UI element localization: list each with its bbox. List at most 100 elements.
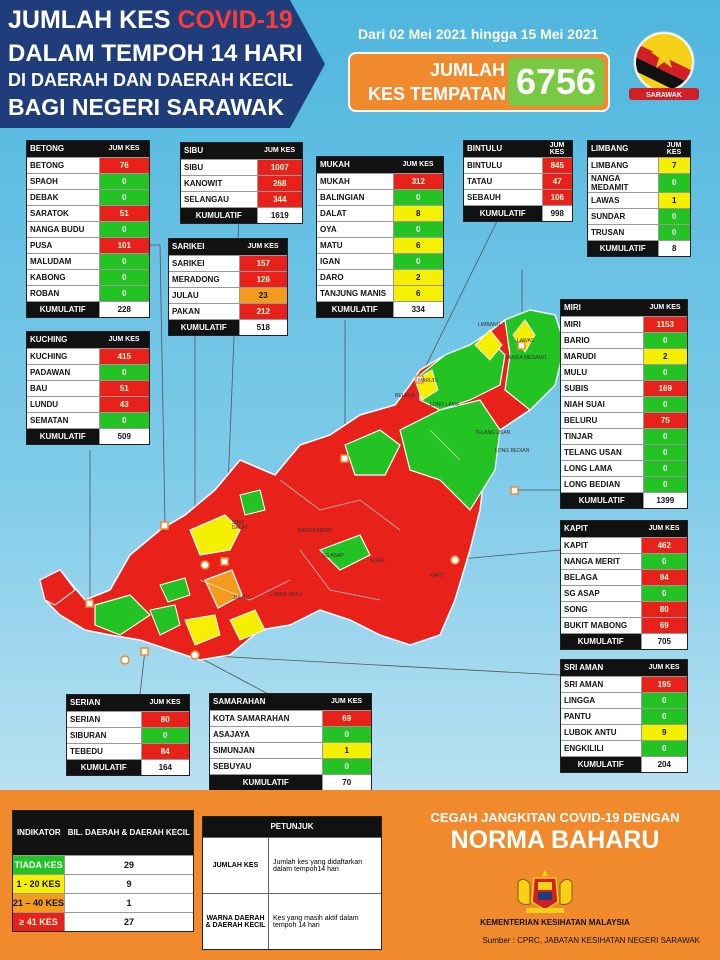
district-case-count: 415 xyxy=(98,347,149,364)
district-row: MIRI 1153 xyxy=(561,315,687,332)
total-value: 509 xyxy=(98,427,149,444)
total-value: 8 xyxy=(657,239,690,256)
map-label: MARUDI xyxy=(418,378,438,384)
indicator-count: 27 xyxy=(64,911,193,931)
district-row: MALUDAM 0 xyxy=(27,252,149,269)
division-total-row: KUMULATIF 70 xyxy=(210,773,371,790)
district-case-count: 0 xyxy=(657,223,690,240)
division-table-samarahan: SAMARAHAN JUM KES KOTA SAMARAHAN 69 ASAJAYA 0… xyxy=(209,693,372,791)
district-row: DARO 2 xyxy=(317,268,443,285)
district-case-count: 157 xyxy=(238,254,287,271)
district-name: MIRI xyxy=(561,315,643,332)
district-row: MUKAH 312 xyxy=(317,172,443,189)
district-case-count: 7 xyxy=(657,156,690,173)
map-mukah-coast-yellow xyxy=(189,514,241,556)
district-case-count: 6 xyxy=(392,236,443,253)
division-table-limbang: LIMBANG JUM KES LIMBANG 7 NANGA MEDAMIT 0 LAWA… xyxy=(587,140,691,257)
division-total-row: KUMULATIF 228 xyxy=(27,300,149,317)
district-case-count: 0 xyxy=(657,207,690,224)
district-case-count: 845 xyxy=(541,156,572,173)
indicator-row: TIADA KES 29 xyxy=(13,854,193,874)
district-name: OYA xyxy=(317,220,393,237)
district-row: PUSA 101 xyxy=(27,236,149,253)
footer-panel: INDIKATOR BIL. DAERAH & DAERAH KECIL TIA… xyxy=(0,790,720,960)
district-case-count: 0 xyxy=(140,726,189,743)
indicator-row: 21 – 40 KES 1 xyxy=(13,892,193,912)
district-row: SIBU 1007 xyxy=(181,158,302,175)
district-case-count: 0 xyxy=(321,757,371,774)
malaysia-coat-of-arms-icon xyxy=(517,870,573,913)
district-case-count: 2 xyxy=(392,268,443,285)
division-name: BETONG xyxy=(27,141,99,157)
total-value: 705 xyxy=(640,632,687,649)
map-label: SONG xyxy=(370,558,385,564)
district-name: TANJUNG MANIS xyxy=(317,284,393,301)
map-label: DALAT xyxy=(232,525,248,531)
district-row: TEBEDU 84 xyxy=(67,742,189,759)
district-case-count: 1153 xyxy=(642,315,687,332)
district-row: ENGKILILI 0 xyxy=(561,739,687,756)
district-name: BELAGA xyxy=(561,568,641,585)
division-table-serian: SERIAN JUM KES SERIAN 80 SIBURAN 0 TEBEDU 84 KUM… xyxy=(66,694,190,776)
district-name: MULU xyxy=(561,363,643,380)
indicator-label: 21 – 40 KES xyxy=(13,892,65,912)
district-name: TEBEDU xyxy=(67,742,141,759)
district-name: MALUDAM xyxy=(27,252,99,269)
district-name: KOTA SAMARAHAN xyxy=(210,709,322,726)
map-simunjan-yellow xyxy=(184,614,221,646)
district-row: LONG LAMA 0 xyxy=(561,459,687,476)
total-label1: JUMLAH xyxy=(430,60,505,80)
total-label2: KES TEMPATAN xyxy=(368,84,506,104)
district-case-count: 126 xyxy=(238,270,287,287)
district-row: SIBURAN 0 xyxy=(67,726,189,743)
district-case-count: 344 xyxy=(256,190,302,207)
division-name: SRI AMAN xyxy=(561,660,641,676)
indicator-label: 1 - 20 KES xyxy=(13,873,65,893)
petunjuk-desc: Kes yang masih aktif dalam tempoh 14 har… xyxy=(273,914,359,929)
petunjuk-key: WARNA DAERAH & DAERAH KECIL xyxy=(203,894,269,949)
district-case-count: 47 xyxy=(541,172,572,189)
district-name: SIBURAN xyxy=(67,726,141,743)
map-sebuyau-green xyxy=(159,577,191,603)
district-name: NANGA BUDU xyxy=(27,220,99,237)
district-name: DARO xyxy=(317,268,393,285)
indicator-row: ≥ 41 KES 27 xyxy=(13,911,193,931)
district-case-count: 0 xyxy=(640,552,687,569)
district-name: BETONG xyxy=(27,156,99,173)
district-name: PAKAN xyxy=(169,302,239,319)
map-marker-betong xyxy=(160,521,169,530)
district-row: BELURU 75 xyxy=(561,411,687,428)
district-name: SERIAN xyxy=(67,710,141,727)
total-label: KUMULATIF xyxy=(561,632,641,649)
map-limbang-yellow xyxy=(474,329,503,361)
title-highlight: COVID-19 xyxy=(177,6,293,34)
map-label: LONG BEDIAN xyxy=(495,448,530,454)
district-name: SEBUYAU xyxy=(210,757,322,774)
total-label: KUMULATIF xyxy=(464,204,542,221)
district-row: BALINGIAN 0 xyxy=(317,188,443,205)
district-name: BALINGIAN xyxy=(317,188,393,205)
district-row: LONG BEDIAN 0 xyxy=(561,475,687,492)
district-case-count: 0 xyxy=(657,172,690,192)
sarawak-map xyxy=(39,189,566,696)
district-name: LONG LAMA xyxy=(561,459,643,476)
slogan-top: CEGAH JANGKITAN COVID-19 DENGAN xyxy=(430,810,680,825)
total-label: KUMULATIF xyxy=(67,758,141,775)
district-case-count: 0 xyxy=(642,395,687,412)
total-value: 228 xyxy=(98,300,149,317)
total-value: 1399 xyxy=(642,491,687,508)
district-name: NIAH SUAI xyxy=(561,395,643,412)
district-name: PADAWAN xyxy=(27,363,99,380)
district-case-count: 0 xyxy=(392,220,443,237)
division-header-label: JUM KES xyxy=(141,695,189,711)
division-total-row: KUMULATIF 705 xyxy=(561,632,687,649)
district-name: SG ASAP xyxy=(561,584,641,601)
district-name: LINGGA xyxy=(561,691,641,708)
district-case-count: 0 xyxy=(642,443,687,460)
district-case-count: 23 xyxy=(238,286,287,303)
district-name: SPAOH xyxy=(27,172,99,189)
district-case-count: 84 xyxy=(140,742,189,759)
ministry-name: KEMENTERIAN KESIHATAN MALAYSIA xyxy=(480,918,630,927)
district-name: MERADONG xyxy=(169,270,239,287)
division-name: MIRI xyxy=(561,300,643,316)
